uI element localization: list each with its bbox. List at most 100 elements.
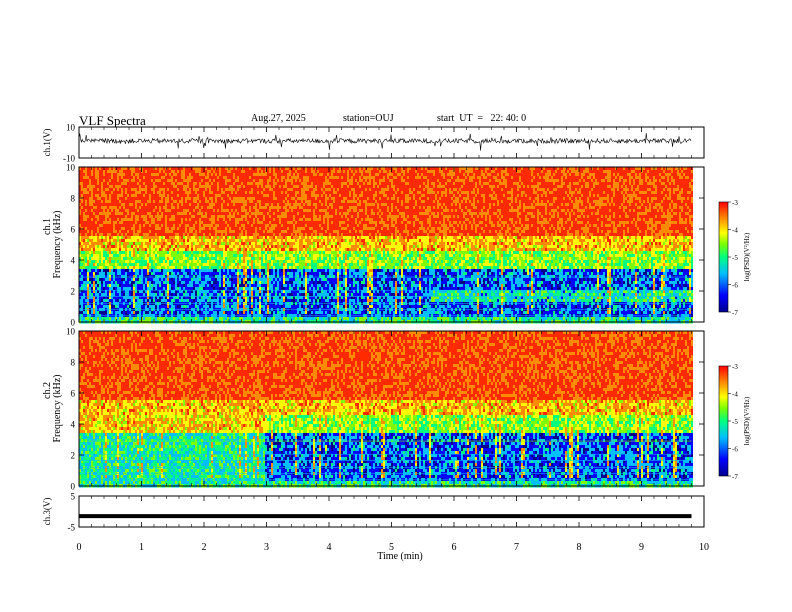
spectro-cell [239, 194, 241, 198]
spectro-cell [97, 221, 99, 225]
spectro-cell [231, 263, 233, 267]
spectro-cell [249, 281, 251, 285]
spectro-cell [127, 197, 129, 201]
spectro-cell [167, 194, 169, 198]
spectro-cell [229, 251, 231, 255]
spectro-cell [225, 206, 227, 210]
spectro-cell [111, 200, 113, 204]
spectro-cell [209, 200, 211, 204]
spectro-cell [129, 251, 131, 255]
spectro-cell [171, 167, 173, 171]
spectro-cell [139, 284, 141, 288]
spectro-cell [251, 188, 253, 192]
spectro-cell [237, 218, 239, 222]
spectro-cell [107, 230, 109, 234]
spectro-cell [131, 263, 133, 267]
spectro-cell [259, 182, 261, 186]
spectro-cell [173, 200, 175, 204]
spectro-cell [105, 221, 107, 225]
spectro-cell [99, 272, 101, 276]
spectro-cell [117, 170, 119, 174]
spectro-cell [139, 269, 141, 273]
spectro-cell [167, 257, 169, 261]
spectro-cell [127, 176, 129, 180]
spectro-cell [197, 170, 199, 174]
spectro-cell [249, 182, 251, 186]
spectro-cell [109, 254, 111, 258]
spectro-cell [227, 305, 229, 309]
spectro-cell [193, 212, 195, 216]
spectro-cell [233, 176, 235, 180]
spectro-cell [233, 182, 235, 186]
spectro-cell [151, 278, 153, 282]
spectro-cell [261, 227, 263, 231]
spectro-cell [179, 299, 181, 303]
spectro-cell [101, 245, 103, 249]
spectro-cell [135, 263, 137, 267]
spectro-cell [213, 194, 215, 198]
spectro-cell [247, 260, 249, 264]
spectro-cell [205, 179, 207, 183]
spectro-cell [209, 278, 211, 282]
spectro-cell [227, 263, 229, 267]
spectro-cell [157, 227, 159, 231]
spectro-cell [97, 176, 99, 180]
spectro-cell [221, 284, 223, 288]
spectro-cell [181, 281, 183, 285]
spectro-cell [97, 206, 99, 210]
spectro-cell [257, 227, 259, 231]
spectro-cell [197, 224, 199, 228]
spectro-cell [185, 305, 187, 309]
spectro-cell [161, 236, 163, 240]
spectro-cell [219, 194, 221, 198]
spectro-cell [161, 212, 163, 216]
spectro-cell [241, 305, 243, 309]
spectro-cell [181, 230, 183, 234]
spectro-cell [141, 185, 143, 189]
spectro-cell [201, 317, 203, 321]
spectro-cell [185, 230, 187, 234]
spectro-cell [211, 284, 213, 288]
spectro-cell [213, 224, 215, 228]
spectro-cell [207, 299, 209, 303]
spectro-cell [99, 185, 101, 189]
spectro-cell [249, 188, 251, 192]
spectro-cell [111, 293, 113, 297]
spectro-cell [163, 230, 165, 234]
spectro-cell [119, 185, 121, 189]
spectro-cell [161, 317, 163, 321]
spectro-cell [251, 224, 253, 228]
spectro-cell [145, 263, 147, 267]
spectro-cell [237, 173, 239, 177]
spectro-cell [125, 281, 127, 285]
spectro-cell [95, 233, 97, 237]
spectro-cell [203, 179, 205, 183]
spectro-cell [213, 248, 215, 252]
spectro-cell [141, 176, 143, 180]
spectro-cell [135, 191, 137, 195]
spectro-cell [113, 182, 115, 186]
spectro-cell [183, 260, 185, 264]
spectro-cell [187, 248, 189, 252]
spectro-cell [111, 254, 113, 258]
spectro-cell [99, 176, 101, 180]
spectro-cell [197, 317, 199, 321]
spectro-cell [121, 254, 123, 258]
spectro-cell [181, 251, 183, 255]
spectro-cell [107, 239, 109, 243]
spectro-cell [165, 236, 167, 240]
spectro-cell [215, 281, 217, 285]
spectro-cell [197, 293, 199, 297]
spectro-cell [169, 179, 171, 183]
spectro-cell [169, 278, 171, 282]
spectro-cell [177, 173, 179, 177]
spectro-cell [261, 260, 263, 264]
spectro-cell [217, 176, 219, 180]
spectro-cell [179, 278, 181, 282]
spectro-cell [229, 239, 231, 243]
spectro-cell [155, 266, 157, 270]
spectro-cell [247, 200, 249, 204]
spectro-cell [139, 230, 141, 234]
spectro-cell [187, 203, 189, 207]
spectro-cell [83, 206, 85, 210]
